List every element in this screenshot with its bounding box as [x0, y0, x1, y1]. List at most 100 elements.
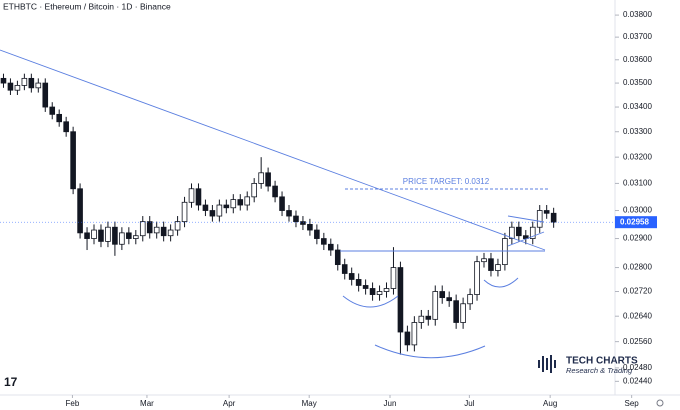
candle-body — [119, 232, 125, 245]
candle-body — [91, 229, 97, 239]
candle-body — [404, 331, 411, 346]
y-tick-label: 0.02720 — [623, 287, 652, 296]
x-tick-label: Sep — [625, 399, 640, 408]
candle-body — [327, 243, 334, 251]
y-tick-label: 0.02640 — [623, 311, 652, 320]
candle-body — [314, 229, 320, 239]
candle-body — [362, 285, 369, 289]
candle-body — [397, 267, 404, 333]
candle-body — [432, 291, 439, 320]
trend-line — [0, 49, 546, 251]
candle-body — [98, 229, 104, 242]
chart-title: ETHBTC · Ethereum / Bitcoin · 1D · Binan… — [3, 1, 171, 11]
candle-body — [321, 238, 327, 245]
y-tick-label: 0.02900 — [623, 234, 652, 243]
candle-body — [543, 210, 550, 214]
candle-body — [509, 226, 515, 239]
candle-body — [0, 77, 7, 84]
candle-body — [63, 121, 69, 133]
candle-body — [286, 210, 292, 217]
left-shoulder-arc — [342, 295, 399, 308]
candle-body — [56, 113, 62, 123]
flag-line — [507, 215, 545, 223]
candle-body — [202, 204, 209, 211]
candle-body — [446, 297, 452, 302]
candle-body — [488, 258, 494, 271]
candle-body — [355, 279, 362, 286]
x-tick-label: Aug — [543, 399, 557, 408]
candle-body — [84, 232, 90, 239]
plot-area — [0, 73, 557, 355]
y-tick-label: 0.02800 — [623, 263, 652, 272]
x-tick-label: Apr — [223, 399, 236, 408]
candle-body — [112, 226, 118, 245]
candle-body — [174, 221, 181, 231]
candle-body — [376, 291, 383, 295]
candle-body — [28, 77, 35, 89]
candle-body — [251, 183, 257, 198]
flag-line — [507, 231, 545, 247]
candle-body — [244, 196, 251, 206]
tv-logo: 17 — [4, 375, 18, 389]
candle-body — [35, 82, 42, 89]
y-tick-label: 0.03200 — [623, 152, 652, 161]
candle-body — [529, 226, 536, 239]
candle-body — [453, 300, 459, 323]
candle-body — [460, 303, 466, 323]
brand: TECH CHARTS — [566, 356, 638, 367]
candle-body — [341, 264, 348, 274]
x-tick-label: Feb — [66, 399, 80, 408]
candle-body — [502, 238, 508, 266]
candle-body — [77, 188, 83, 234]
candle-body — [348, 273, 355, 280]
candle-body — [481, 258, 487, 263]
candle-body — [209, 210, 216, 217]
candle-body — [411, 322, 418, 346]
last-price-label: 0.02958 — [620, 217, 649, 226]
candle-body — [522, 235, 529, 239]
last-price-box — [615, 216, 657, 229]
candle-body — [167, 229, 174, 237]
logo — [538, 355, 556, 373]
y-tick-label: 0.03300 — [623, 127, 652, 136]
annotation: PRICE TARGET: 0.0312 — [403, 177, 490, 186]
candle-body — [195, 188, 202, 206]
candle-body — [495, 264, 501, 271]
candle-body — [293, 215, 299, 223]
y-tick-label: 0.03700 — [623, 32, 652, 41]
x-tick-label: Mar — [140, 399, 154, 408]
y-tick-label: 0.03600 — [623, 55, 652, 64]
candle-body — [467, 294, 473, 305]
candle-body — [307, 224, 313, 231]
candle-body — [105, 226, 111, 242]
candle-body — [334, 249, 341, 266]
y-tick-label: 0.03800 — [623, 10, 652, 19]
candle-body — [160, 226, 167, 237]
settings-icon[interactable] — [656, 399, 664, 407]
candle-body — [188, 188, 195, 203]
y-tick-label: 0.03100 — [623, 179, 652, 188]
candle-body — [139, 221, 146, 237]
candle-body — [265, 172, 271, 187]
candle-body — [425, 315, 432, 320]
candle-body — [230, 199, 237, 209]
candle-body — [237, 199, 244, 206]
brand-subtitle: Research & Trading — [566, 366, 633, 375]
candle-body — [536, 210, 543, 228]
candle-body — [369, 288, 376, 295]
candle-body — [279, 196, 285, 211]
candle-body — [153, 226, 160, 234]
y-tick-label: 0.03000 — [623, 206, 652, 215]
right-shoulder-arc — [483, 277, 519, 288]
candle-body — [550, 212, 557, 223]
candle-body — [390, 267, 397, 289]
candle-body — [516, 226, 522, 237]
candle-body — [7, 82, 14, 91]
candle-body — [216, 204, 223, 217]
candle-body — [223, 204, 230, 209]
candle-body — [14, 85, 21, 91]
candle-body — [272, 185, 278, 198]
candle-body — [181, 201, 188, 223]
